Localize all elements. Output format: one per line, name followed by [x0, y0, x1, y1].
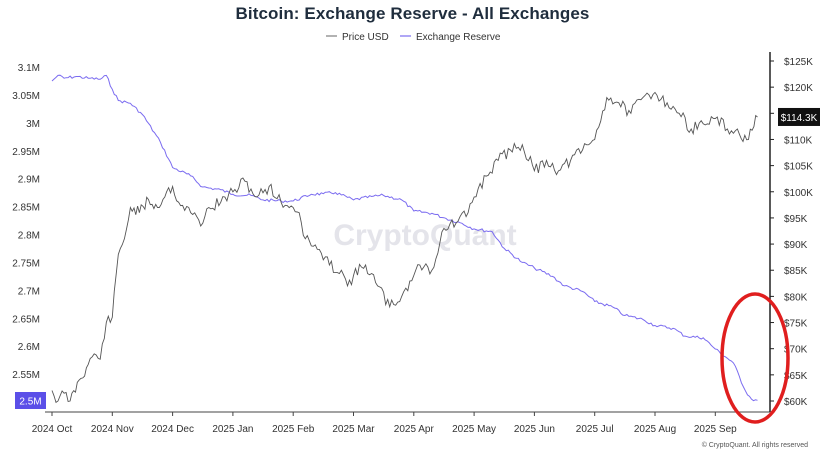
- current-reserve-badge: [15, 392, 46, 409]
- x-tick-label: 2024 Oct: [32, 424, 73, 435]
- x-tick-label: 2025 Mar: [332, 424, 375, 435]
- price-usd-line: [51, 91, 758, 404]
- y-right-tick-label: $100K: [784, 188, 813, 199]
- x-tick-label: 2024 Dec: [151, 424, 194, 435]
- y-right-tick-label: $120K: [784, 83, 813, 94]
- y-left-tick-label: 3.1M: [18, 63, 40, 74]
- current-reserve-value: 2.5M: [19, 397, 41, 408]
- exchange-reserve-line: [51, 74, 758, 402]
- x-tick-label: 2025 Jul: [576, 424, 614, 435]
- x-tick-label: 2024 Nov: [91, 424, 134, 435]
- watermark-text: CryptoQuant: [333, 219, 516, 252]
- y-right-tick-label: $80K: [784, 292, 808, 303]
- y-left-tick-label: 3.05M: [12, 91, 40, 102]
- y-left-tick-label: 2.9M: [18, 175, 40, 186]
- y-right-tick-label: $65K: [784, 371, 808, 382]
- legend-reserve-label: Exchange Reserve: [416, 32, 501, 43]
- legend-price-label: Price USD: [342, 32, 389, 43]
- highlight-circle: [720, 292, 790, 424]
- y-left-tick-label: 2.8M: [18, 231, 40, 242]
- y-right-tick-label: $95K: [784, 214, 808, 225]
- y-left-tick-label: 2.55M: [12, 370, 40, 381]
- y-left-tick-label: 2.7M: [18, 286, 40, 297]
- y-left-tick-label: 3M: [26, 119, 40, 130]
- chart-title: Bitcoin: Exchange Reserve - All Exchange…: [235, 4, 590, 23]
- y-right-tick-label: $110K: [784, 135, 813, 146]
- y-right-tick-label: $105K: [784, 162, 813, 173]
- x-tick-label: 2025 May: [452, 424, 496, 435]
- current-price-value: $114.3K: [781, 113, 818, 124]
- x-tick-label: 2025 Apr: [394, 424, 435, 435]
- y-right-tick-label: $75K: [784, 319, 808, 330]
- x-tick-label: 2025 Jan: [212, 424, 253, 435]
- y-right-tick-label: $85K: [784, 266, 808, 277]
- y-left-tick-label: 2.6M: [18, 342, 40, 353]
- x-tick-label: 2025 Sep: [694, 424, 737, 435]
- y-left-tick-label: 2.75M: [12, 258, 40, 269]
- x-tick-label: 2025 Feb: [272, 424, 315, 435]
- x-tick-label: 2025 Aug: [634, 424, 676, 435]
- y-left-tick-label: 2.65M: [12, 314, 40, 325]
- current-price-badge: [778, 107, 820, 126]
- copyright-text: © CryptoQuant. All rights reserved: [702, 441, 808, 449]
- y-left-tick-label: 2.95M: [12, 147, 40, 158]
- y-right-tick-label: $125K: [784, 57, 813, 68]
- y-right-tick-label: $90K: [784, 240, 808, 251]
- y-left-tick-label: 2.85M: [12, 203, 40, 214]
- y-right-tick-label: $60K: [784, 397, 808, 408]
- y-right-tick-label: $70K: [784, 345, 808, 356]
- x-tick-label: 2025 Jun: [514, 424, 555, 435]
